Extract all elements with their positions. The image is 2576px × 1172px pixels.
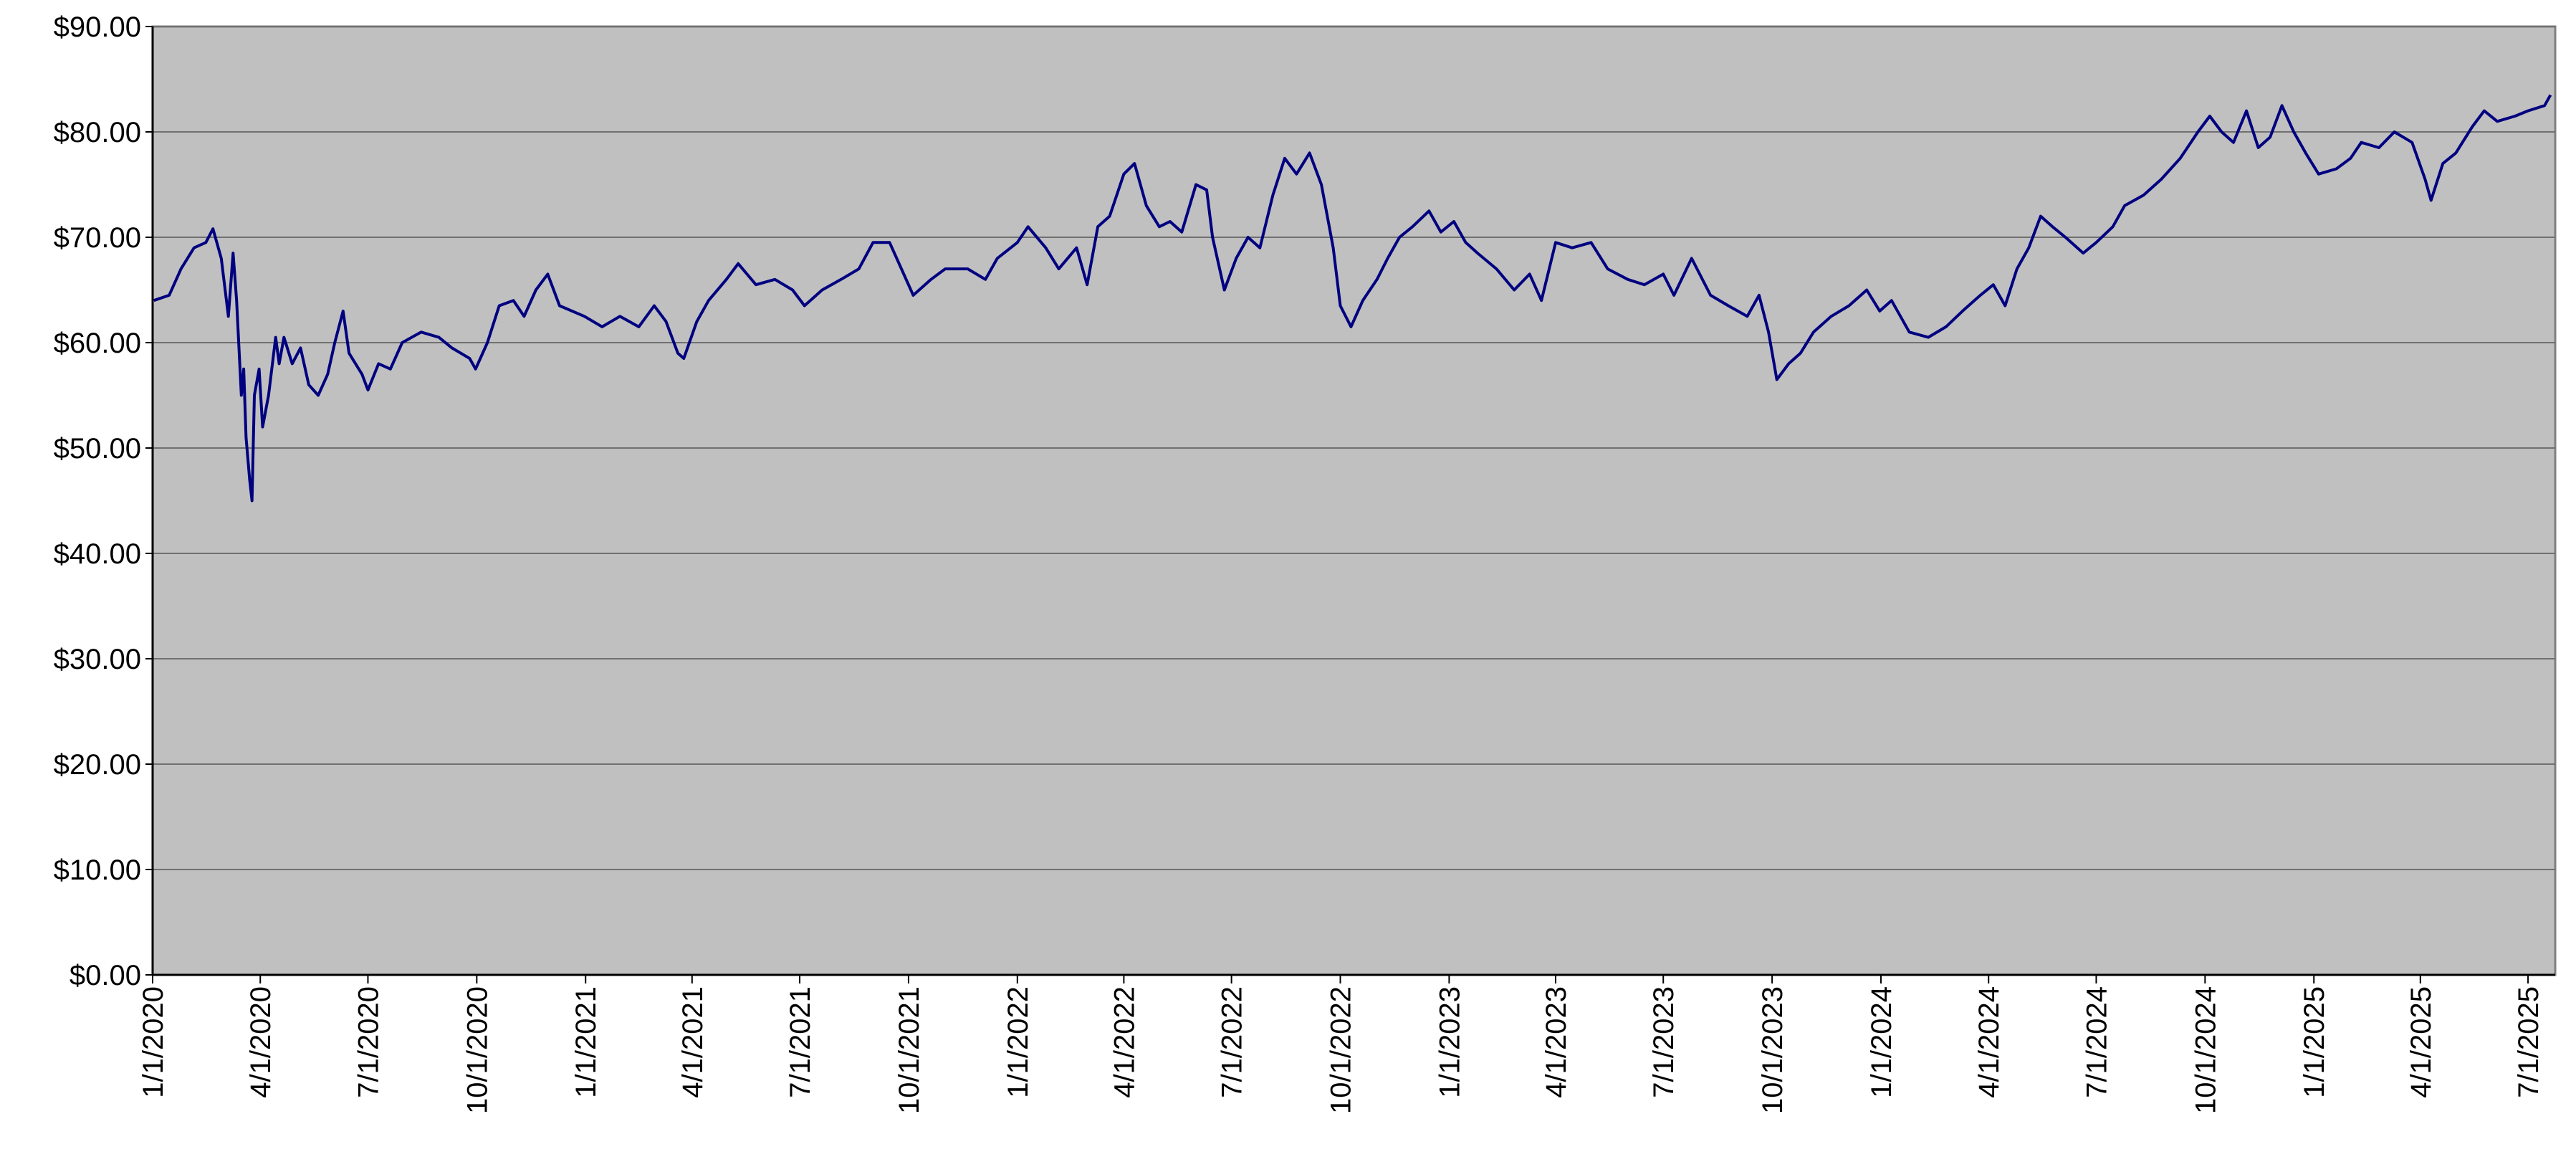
x-tick-label: 1/1/2020 xyxy=(138,986,169,1098)
y-tick-label: $70.00 xyxy=(54,222,141,254)
x-tick-label: 4/1/2021 xyxy=(677,986,709,1098)
y-tick-label: $90.00 xyxy=(54,11,141,43)
x-tick-label: 10/1/2024 xyxy=(2190,986,2221,1114)
x-tick-label: 10/1/2022 xyxy=(1326,986,1357,1114)
y-tick-label: $80.00 xyxy=(54,117,141,148)
x-tick-label: 4/1/2025 xyxy=(2405,986,2437,1098)
x-tick-label: 7/1/2021 xyxy=(785,986,816,1098)
x-tick-label: 7/1/2020 xyxy=(353,986,384,1098)
x-tick-label: 7/1/2025 xyxy=(2513,986,2544,1098)
x-tick-label: 10/1/2020 xyxy=(461,986,493,1114)
x-tick-label: 1/1/2021 xyxy=(570,986,602,1098)
y-tick-label: $0.00 xyxy=(70,960,141,991)
plot-area xyxy=(151,25,2557,976)
x-tick-label: 7/1/2023 xyxy=(1648,986,1680,1098)
y-tick-label: $60.00 xyxy=(54,328,141,359)
x-tick-label: 1/1/2023 xyxy=(1434,986,1465,1098)
y-tick-label: $30.00 xyxy=(54,644,141,675)
y-tick-label: $40.00 xyxy=(54,538,141,570)
x-tick-label: 1/1/2025 xyxy=(2299,986,2330,1098)
y-tick-label: $50.00 xyxy=(54,433,141,464)
x-tick-label: 10/1/2021 xyxy=(894,986,925,1114)
x-tick-label: 1/1/2022 xyxy=(1002,986,1034,1098)
x-tick-label: 4/1/2020 xyxy=(245,986,277,1098)
x-tick-label: 7/1/2022 xyxy=(1217,986,1248,1098)
x-tick-label: 1/1/2024 xyxy=(1866,986,1897,1098)
x-tick-label: 4/1/2022 xyxy=(1109,986,1140,1098)
x-tick-label: 4/1/2023 xyxy=(1541,986,1572,1098)
y-tick-label: $10.00 xyxy=(54,854,141,886)
x-tick-label: 10/1/2023 xyxy=(1757,986,1789,1114)
x-tick-label: 4/1/2024 xyxy=(1973,986,2005,1098)
price-line xyxy=(153,94,2552,502)
y-tick-label: $20.00 xyxy=(54,749,141,781)
x-tick-label: 7/1/2024 xyxy=(2081,986,2112,1098)
